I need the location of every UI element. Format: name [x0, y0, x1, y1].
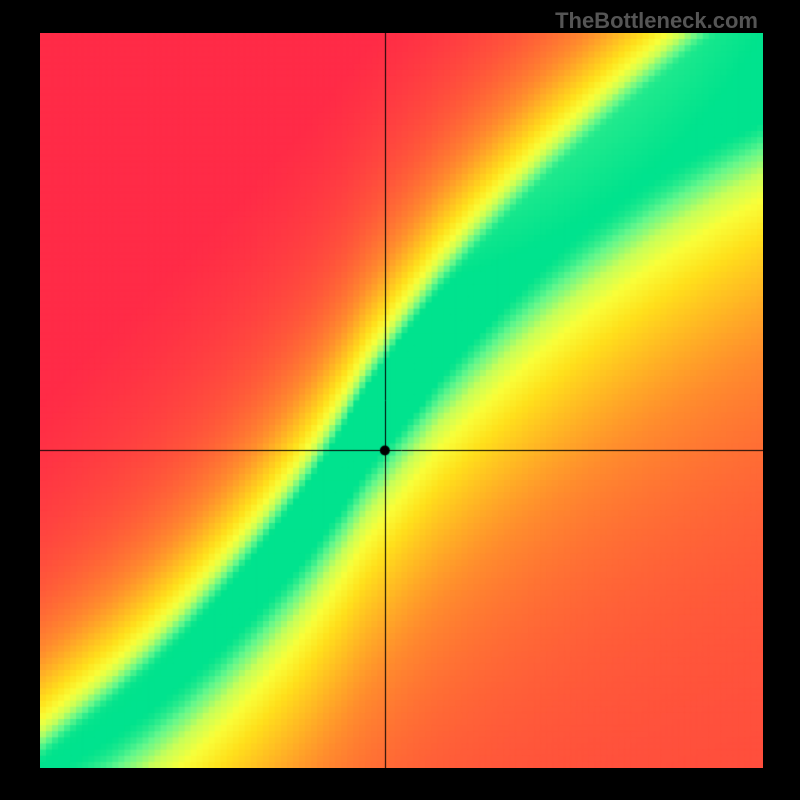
watermark-text: TheBottleneck.com: [555, 8, 758, 34]
bottleneck-heatmap: [40, 33, 763, 768]
